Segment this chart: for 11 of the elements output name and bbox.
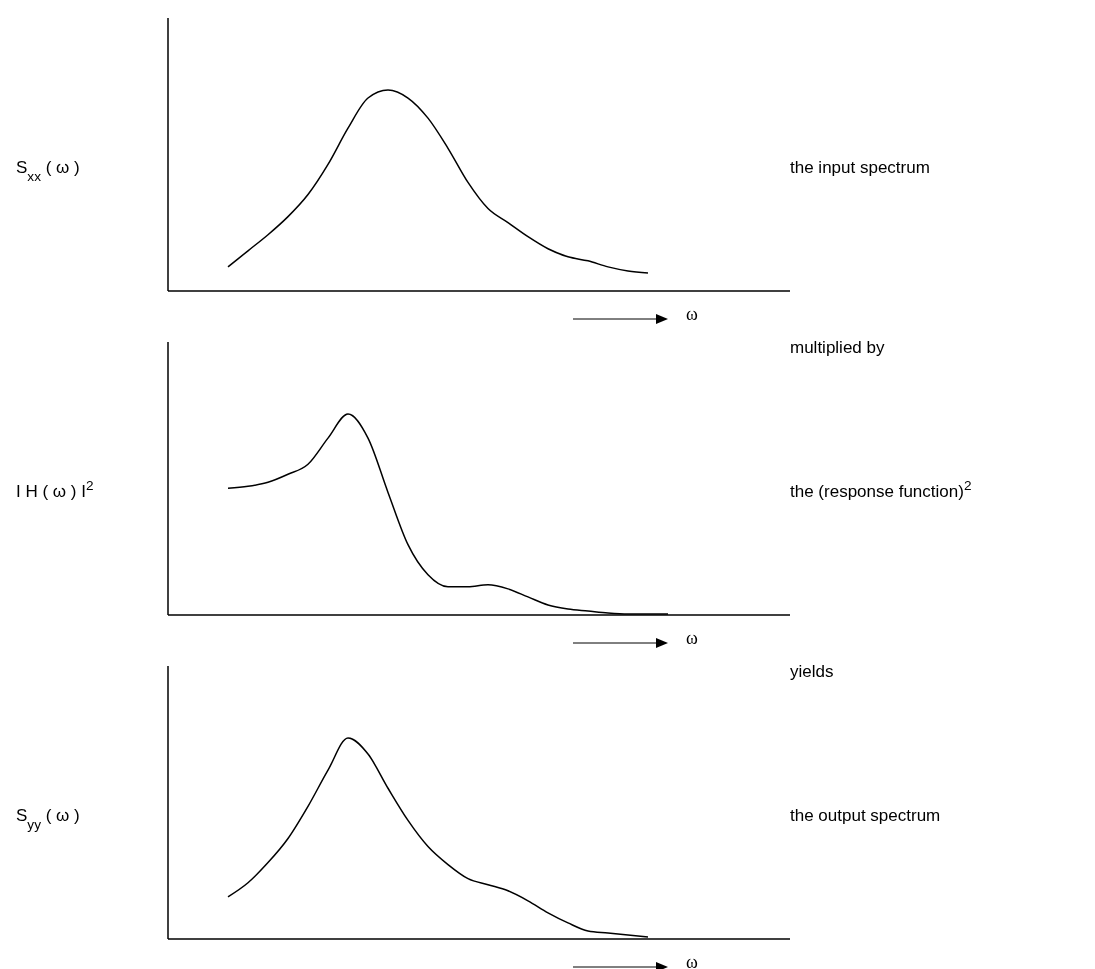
annotation: the input spectrum bbox=[790, 158, 930, 177]
text: yields bbox=[790, 662, 834, 681]
x-axis-title: ω bbox=[686, 628, 698, 648]
y-axis-title: S$_{xx}$ ( ω ) bbox=[16, 158, 80, 184]
annotation: the output spectrum bbox=[790, 806, 941, 825]
annotation: the (response function)$^{2}$ bbox=[790, 477, 972, 501]
x-axis-title: ω bbox=[686, 952, 698, 969]
y-axis-title: I H ( ω ) I$^{2}$ bbox=[16, 477, 94, 501]
text: multiplied by bbox=[790, 338, 885, 357]
x-axis-title: ω bbox=[686, 304, 698, 324]
y-axis-title: S$_{yy}$ ( ω ) bbox=[16, 806, 80, 832]
